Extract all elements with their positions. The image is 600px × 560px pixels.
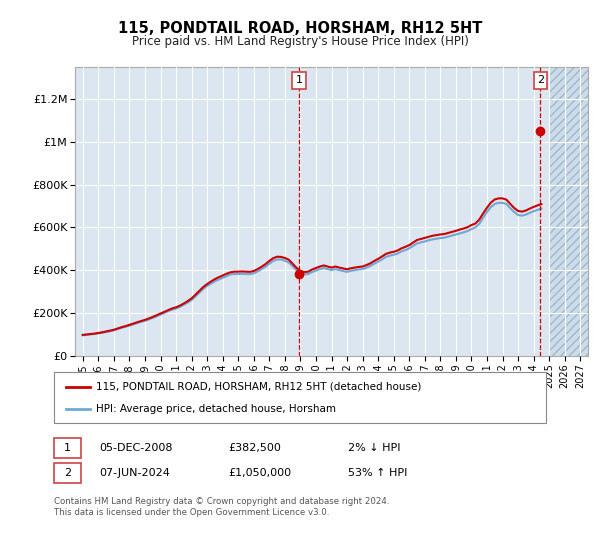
Bar: [549, 67, 588, 356]
Text: Price paid vs. HM Land Registry's House Price Index (HPI): Price paid vs. HM Land Registry's House …: [131, 35, 469, 48]
Text: 05-DEC-2008: 05-DEC-2008: [99, 443, 173, 453]
Text: 07-JUN-2024: 07-JUN-2024: [99, 468, 170, 478]
Text: £1,050,000: £1,050,000: [228, 468, 291, 478]
Text: 1: 1: [296, 75, 302, 85]
Text: Contains HM Land Registry data © Crown copyright and database right 2024.
This d: Contains HM Land Registry data © Crown c…: [54, 497, 389, 517]
Text: HPI: Average price, detached house, Horsham: HPI: Average price, detached house, Hors…: [96, 404, 336, 414]
Text: 2: 2: [64, 468, 71, 478]
Text: 2: 2: [537, 75, 544, 85]
Text: 2% ↓ HPI: 2% ↓ HPI: [348, 443, 401, 453]
Text: 115, PONDTAIL ROAD, HORSHAM, RH12 5HT (detached house): 115, PONDTAIL ROAD, HORSHAM, RH12 5HT (d…: [96, 381, 421, 391]
Text: 53% ↑ HPI: 53% ↑ HPI: [348, 468, 407, 478]
Text: 1: 1: [64, 443, 71, 453]
Text: £382,500: £382,500: [228, 443, 281, 453]
Text: 115, PONDTAIL ROAD, HORSHAM, RH12 5HT: 115, PONDTAIL ROAD, HORSHAM, RH12 5HT: [118, 21, 482, 36]
